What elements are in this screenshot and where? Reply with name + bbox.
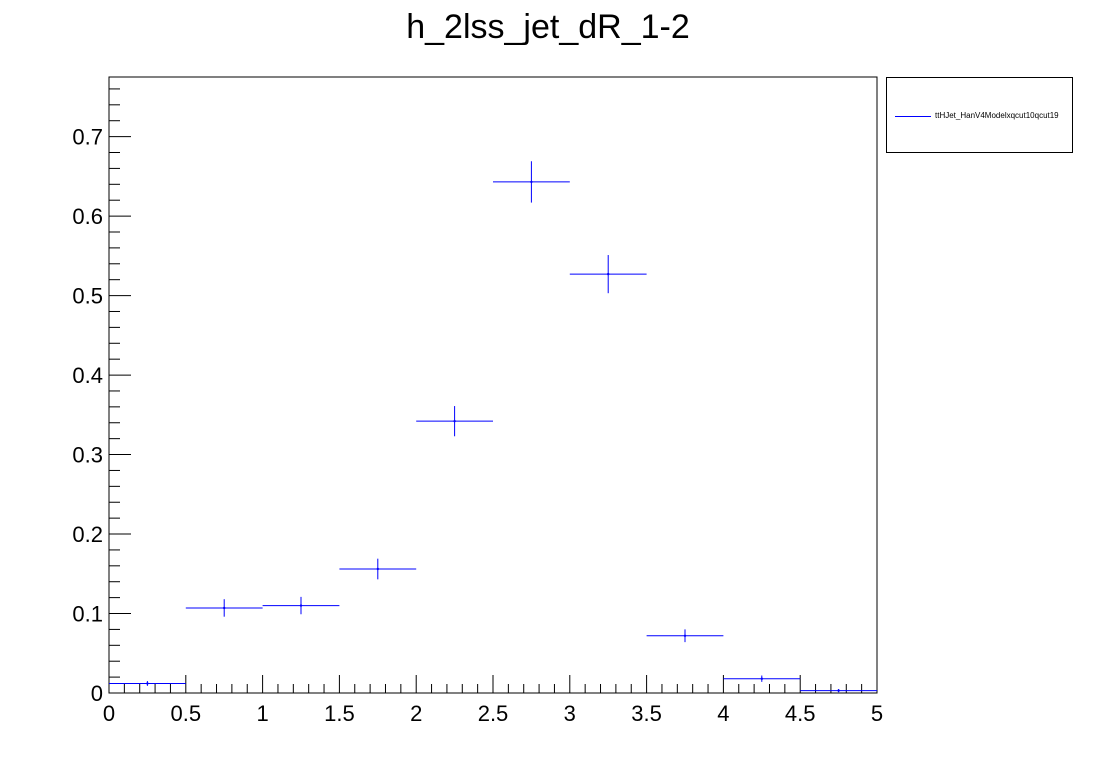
y-tick-label: 0.1 <box>72 602 103 627</box>
x-tick-label: 1.5 <box>324 701 355 726</box>
x-tick-label: 5 <box>871 701 883 726</box>
y-tick-label: 0 <box>91 681 103 706</box>
data-point <box>146 682 149 685</box>
y-tick-label: 0.5 <box>72 284 103 309</box>
y-tick-label: 0.4 <box>72 363 103 388</box>
legend-label: ttHJet_HanV4Modelxqcut10qcut19 <box>935 111 1059 120</box>
x-tick-label: 4.5 <box>785 701 816 726</box>
axis-layer: 0 0.5 1 1.5 2 2.5 3 3.5 4 4.5 5 0 0.1 0.2 0.3 0.4 0.5 0.6… <box>72 88 883 726</box>
chart-title: h_2lss_jet_dR_1-2 <box>406 8 690 46</box>
x-tick-label: 3 <box>564 701 576 726</box>
data-point <box>607 272 610 276</box>
y-tick-label: 0.3 <box>72 443 103 468</box>
y-tick-label: 0.2 <box>72 522 103 547</box>
legend: ttHJet_HanV4Modelxqcut10qcut19 <box>886 77 1073 153</box>
data-point <box>299 604 303 607</box>
x-tick-label: 2.5 <box>478 701 509 726</box>
data-point <box>453 419 456 423</box>
x-tick-label: 3.5 <box>631 701 662 726</box>
x-tick-label: 0 <box>103 701 115 726</box>
y-tick-label: 0.6 <box>72 204 103 229</box>
legend-line-swatch <box>895 116 931 117</box>
x-tick-label: 0.5 <box>171 701 202 726</box>
data-point <box>530 180 533 184</box>
x-tick-label: 2 <box>410 701 422 726</box>
data-layer <box>109 161 877 693</box>
data-point <box>683 634 687 637</box>
x-tick-label: 4 <box>717 701 729 726</box>
data-point <box>837 689 840 692</box>
data-point <box>223 606 226 610</box>
y-tick-label: 0.7 <box>72 125 103 150</box>
x-tick-label: 1 <box>256 701 268 726</box>
data-point <box>376 567 379 571</box>
data-point <box>760 677 763 680</box>
